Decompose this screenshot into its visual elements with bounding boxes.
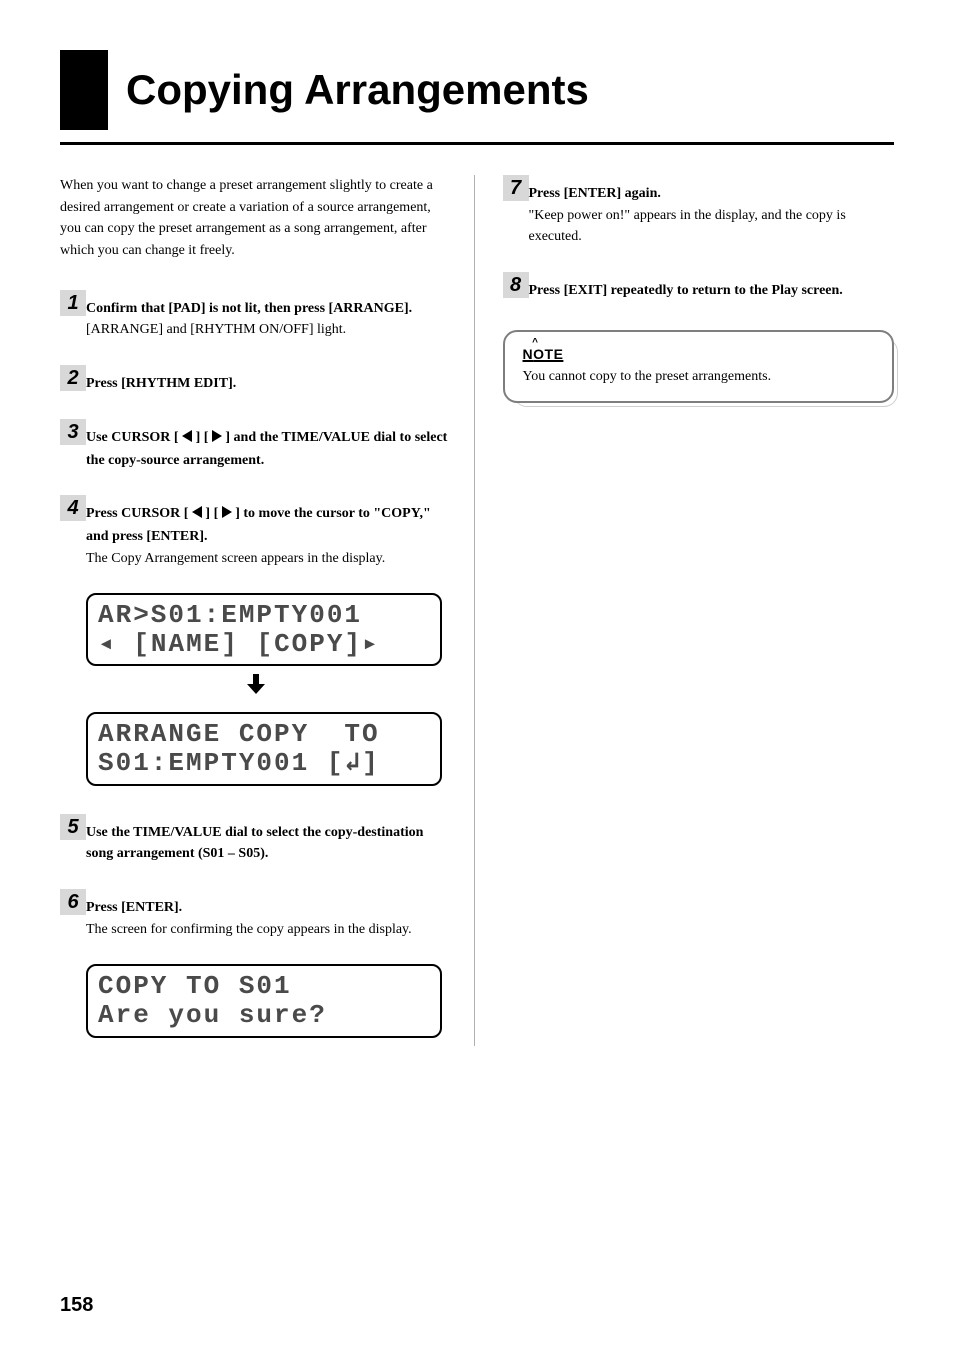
lcd-display-1: AR>S01:EMPTY001 ◂ [NAME] [COPY]▸ xyxy=(86,593,442,666)
step-bold: Press [ENTER] again. xyxy=(529,186,661,201)
step-number: 6 xyxy=(60,889,86,915)
step-body: Use the TIME/VALUE dial to select the co… xyxy=(60,818,452,865)
lcd-line: ARRANGE COPY TO xyxy=(98,719,380,749)
step-plain: The screen for confirming the copy appea… xyxy=(86,922,412,937)
left-column: When you want to change a preset arrange… xyxy=(60,175,475,1046)
left-triangle-icon xyxy=(192,504,202,526)
step-number: 2 xyxy=(60,365,86,391)
step-bold: Use the TIME/VALUE dial to select the co… xyxy=(86,825,423,862)
title-graphic xyxy=(60,50,108,130)
right-triangle-icon xyxy=(222,504,232,526)
step-plain: [ARRANGE] and [RHYTHM ON/OFF] light. xyxy=(86,322,346,337)
note-text: You cannot copy to the preset arrangemen… xyxy=(523,366,875,387)
step-bold: Confirm that [PAD] is not lit, then pres… xyxy=(86,301,412,316)
down-arrow-icon xyxy=(60,674,452,700)
step-number: 8 xyxy=(503,272,529,298)
lcd-display-3: COPY TO S01 Are you sure? xyxy=(86,964,442,1037)
step-4: 4 Press CURSOR [ ] [ ] to move the curso… xyxy=(60,495,452,569)
step-2: 2 Press [RHYTHM EDIT]. xyxy=(60,365,452,395)
step-3: 3 Use CURSOR [ ] [ ] and the TIME/VALUE … xyxy=(60,419,452,471)
step-number: 5 xyxy=(60,814,86,840)
step-plain: The Copy Arrangement screen appears in t… xyxy=(86,551,385,566)
step-body: Press [ENTER] again. "Keep power on!" ap… xyxy=(503,179,895,248)
step-plain: "Keep power on!" appears in the display,… xyxy=(529,208,846,245)
content-columns: When you want to change a preset arrange… xyxy=(60,175,894,1046)
page-title: Copying Arrangements xyxy=(126,66,589,114)
step-number: 7 xyxy=(503,175,529,201)
step-5: 5 Use the TIME/VALUE dial to select the … xyxy=(60,814,452,865)
step-number: 3 xyxy=(60,419,86,445)
step-bold-a: Press CURSOR [ xyxy=(86,506,192,521)
step-8: 8 Press [EXIT] repeatedly to return to t… xyxy=(503,272,895,302)
page-number: 158 xyxy=(60,1294,93,1317)
step-1: 1 Confirm that [PAD] is not lit, then pr… xyxy=(60,290,452,341)
step-bold-a: Use CURSOR [ xyxy=(86,430,182,445)
lcd-line: ◂ [NAME] [COPY]▸ xyxy=(98,629,380,659)
lcd-line: COPY TO S01 xyxy=(98,971,292,1001)
title-block: Copying Arrangements xyxy=(60,50,894,130)
step-body: Press [ENTER]. The screen for confirming… xyxy=(60,893,452,940)
step-bold: Press [RHYTHM EDIT]. xyxy=(86,376,236,391)
lcd-display-2: ARRANGE COPY TO S01:EMPTY001 [↲] xyxy=(86,712,442,785)
step-number: 4 xyxy=(60,495,86,521)
step-body: Confirm that [PAD] is not lit, then pres… xyxy=(60,294,452,341)
step-7: 7 Press [ENTER] again. "Keep power on!" … xyxy=(503,175,895,248)
step-body: Press [RHYTHM EDIT]. xyxy=(60,369,452,395)
step-body: Press CURSOR [ ] [ ] to move the cursor … xyxy=(60,499,452,569)
lcd-line: S01:EMPTY001 [↲] xyxy=(98,748,380,778)
step-number: 1 xyxy=(60,290,86,316)
right-triangle-icon xyxy=(212,428,222,450)
step-bold: Press [ENTER]. xyxy=(86,900,182,915)
step-6: 6 Press [ENTER]. The screen for confirmi… xyxy=(60,889,452,940)
lcd-line: Are you sure? xyxy=(98,1000,327,1030)
lcd-line: AR>S01:EMPTY001 xyxy=(98,600,362,630)
step-body: Use CURSOR [ ] [ ] and the TIME/VALUE di… xyxy=(60,423,452,471)
note-label-rest: TE xyxy=(545,346,564,362)
right-column: 7 Press [ENTER] again. "Keep power on!" … xyxy=(503,175,895,1046)
step-bold-b: ] [ xyxy=(202,506,222,521)
left-triangle-icon xyxy=(182,428,192,450)
step-bold: Press [EXIT] repeatedly to return to the… xyxy=(529,283,843,298)
step-body: Press [EXIT] repeatedly to return to the… xyxy=(503,276,895,302)
intro-text: When you want to change a preset arrange… xyxy=(60,175,452,262)
note-box: NO^TE You cannot copy to the preset arra… xyxy=(503,330,895,403)
step-bold-b: ] [ xyxy=(192,430,212,445)
note-label: NO^TE xyxy=(523,346,875,362)
title-rule xyxy=(60,142,894,145)
